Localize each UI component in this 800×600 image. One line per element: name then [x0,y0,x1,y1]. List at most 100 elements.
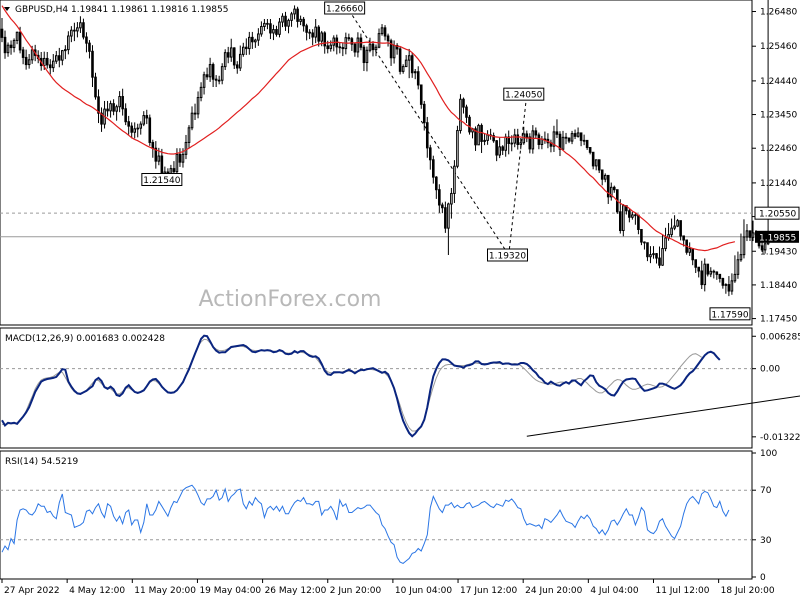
candle-body [287,19,290,27]
candle [347,33,351,42]
candle-body [483,139,486,142]
candle-body [245,46,248,50]
symbol-dropdown-icon[interactable] [4,7,10,11]
candle [211,62,215,88]
current-price-tag [755,230,799,243]
candle [676,218,679,228]
candle [736,251,740,279]
candle-body [622,205,625,232]
candle [416,66,420,90]
candle [619,199,622,234]
candle [422,100,426,131]
candle [712,269,716,279]
candle-body [229,47,233,58]
candle-body [501,146,504,151]
candle [58,47,61,68]
candle-body [127,121,130,127]
candle-body [576,132,580,137]
candle-body [263,22,266,27]
candle-body [450,192,453,205]
macd-tick-label: -0.013223 [760,433,800,443]
candle [308,29,311,40]
candle [139,121,143,135]
candle [184,134,188,160]
candle [314,19,317,44]
candle [127,115,130,135]
candle-body [634,214,637,217]
candle [136,123,140,138]
candle-body [9,44,13,49]
price-tick-label: 1.21440 [760,179,797,189]
candle [284,11,287,31]
time-tick-label: 4 May 12:00 [69,586,125,596]
price-callout-label: 1.19320 [489,251,526,261]
time-tick-label: 27 Apr 2022 [4,586,60,596]
candle-body [661,248,664,266]
candle-body [278,21,281,35]
candle-body [664,237,667,250]
candle-body [51,60,55,69]
macd-tick-label: 0.00 [760,365,780,375]
candle [655,252,658,264]
rsi-axis: 100 70 30 0 [752,449,777,583]
candle-body [395,45,399,50]
candle [205,67,209,80]
candle-body [136,127,140,130]
candle [742,219,746,259]
candle-body [525,133,529,138]
candle-body [612,186,616,191]
candle [513,128,517,148]
candle [73,22,76,42]
price-callout-box [709,307,751,321]
candle-body [712,270,716,273]
candle-body [513,134,517,144]
candle-body [347,37,351,40]
candle-body [700,270,704,286]
price-callout-box [487,248,529,262]
candle [64,45,67,60]
candle-body [715,271,719,275]
price-panel-title: GBPUSD,H4 1.19841 1.19861 1.19816 1.1985… [15,5,228,15]
price-callout-label: 1.21540 [143,176,180,186]
candle [67,31,70,55]
candle [296,6,299,28]
candle-body [389,40,393,59]
candle [248,31,251,55]
candle [226,46,230,64]
candle-body [486,134,489,141]
candle-body [109,103,112,112]
candle-body [407,55,411,61]
candle-body [54,55,58,62]
candle [428,144,432,170]
candle [130,122,133,139]
candle-body [160,155,164,175]
candle-body [751,232,755,238]
price-panel: GBPUSD,H4 1.19841 1.19861 1.19816 1.1985… [0,0,770,326]
candle [465,104,468,124]
candle-body [703,263,707,286]
rsi-tick-label: 70 [760,486,772,496]
candle [214,75,218,88]
candle-body [552,131,556,147]
candle [281,13,284,28]
candle [477,123,480,146]
candle [646,242,649,262]
candle-body [377,33,381,48]
candle [498,137,501,159]
time-tick-label: 26 May 12:00 [265,586,327,596]
candle-body [555,131,559,135]
candle [567,137,571,144]
candle-body [190,112,194,129]
candle [386,33,390,47]
candle-body [594,159,598,167]
candle [634,212,637,225]
candle [254,38,257,48]
candle-body [438,189,441,206]
candle [9,40,13,55]
candle-body [398,48,402,72]
candle-body [58,55,61,61]
candle [715,271,719,280]
candle [609,182,613,201]
candle [727,276,731,297]
candle-body [181,153,185,163]
